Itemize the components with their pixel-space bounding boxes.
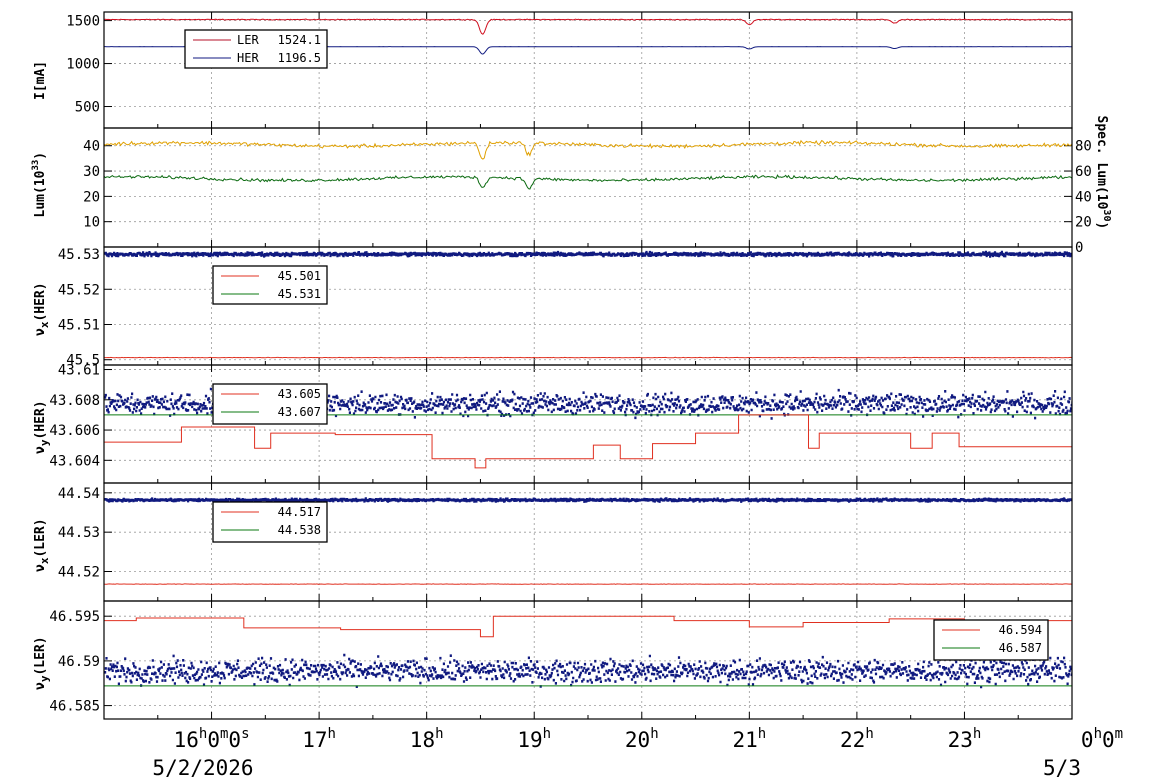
y-axis-label: νy(LER) (33, 636, 51, 690)
legend-box (212, 383, 328, 425)
legend: LER 1524.1 HER 1196.5 (184, 29, 328, 69)
y-tick-label: 10 (83, 215, 100, 231)
panel-luminosity: 10 20 30 40 0 20 40 60 80 Spec. Lum(1030) Lum(1033… (31, 116, 1112, 257)
series-step-line (104, 414, 1072, 469)
y-tick-label: 45.53 (58, 247, 100, 263)
series-line (104, 139, 1072, 160)
legend-value: 46.594 (999, 623, 1042, 637)
x-tick-label: 18h (410, 726, 444, 752)
series-step-line (104, 615, 1072, 638)
panel-frame (103, 600, 1073, 720)
series-scatter (104, 497, 1072, 503)
x-tick-label: 0h0m (1081, 726, 1123, 752)
y-tick-label: 30 (83, 164, 100, 180)
y-tick-label: 44.54 (58, 486, 100, 502)
y-axis-label: νx(LER) (33, 518, 51, 572)
x-tick-label: 23h (948, 726, 982, 752)
y-tick-label: 43.604 (49, 453, 100, 469)
y-tick-label: 40 (83, 139, 100, 155)
y-tick-label: 45.5 (66, 353, 100, 369)
panel-nux_her: 45.5 45.51 45.52 45.53 νx(HER) 45.501 45.531 (33, 246, 1073, 369)
series-line (104, 583, 1072, 585)
series-group (104, 139, 1072, 190)
x-tick-label: 20h (625, 726, 659, 752)
panel-current: 500 1000 1500 I[mA] LER 1524.1 HER 1196.5 (33, 11, 1073, 129)
series-scatter (104, 250, 1072, 258)
y-tick-label: 43.61 (58, 363, 100, 379)
y2-tick-label: 80 (1075, 139, 1092, 155)
y-tick-label: 45.51 (58, 317, 100, 333)
y2-tick-label: 60 (1075, 164, 1092, 180)
legend-value: 43.605 (278, 387, 321, 401)
legend-value: 1196.5 (278, 51, 321, 65)
legend-box (212, 501, 328, 543)
y-axis-label: νx(HER) (33, 282, 51, 336)
y2-tick-label: 20 (1075, 215, 1092, 231)
x-tick-label: 22h (840, 726, 874, 752)
x-tick-label: 19h (517, 726, 551, 752)
y-tick-label: 43.608 (49, 393, 100, 409)
legend-value: 46.587 (999, 641, 1042, 655)
series-line (104, 174, 1072, 190)
legend-value: 43.607 (278, 405, 321, 419)
panel-nux_ler: 44.52 44.53 44.54 νx(LER) 44.517 44.538 (33, 482, 1073, 602)
legend: 46.594 46.587 (933, 619, 1049, 661)
legend-value: 44.517 (278, 505, 321, 519)
x-tick-label: 17h (302, 726, 336, 752)
series-group (104, 497, 1072, 585)
y-tick-label: 46.59 (58, 654, 100, 670)
y-tick-label: 1000 (66, 57, 100, 73)
series-group (104, 250, 1072, 359)
y-tick-label: 43.606 (49, 423, 100, 439)
legend-value: 44.538 (278, 523, 321, 537)
legend: 44.517 44.538 (212, 501, 328, 543)
legend-value: 1524.1 (278, 33, 321, 47)
legend-box (933, 619, 1049, 661)
y-tick-label: 1500 (66, 14, 100, 30)
legend-box (212, 265, 328, 305)
y-tick-label: 45.52 (58, 282, 100, 298)
y-tick-label: 46.585 (49, 699, 100, 715)
y-tick-label: 44.52 (58, 565, 100, 581)
legend-value: 45.501 (278, 269, 321, 283)
legend-value: 45.531 (278, 287, 321, 301)
panel-nuy_ler: 46.585 46.59 46.595 νy(LER) 46.594 46.587 (33, 600, 1073, 720)
legend-box (184, 29, 328, 69)
y-tick-label: 500 (75, 100, 100, 116)
y-tick-label: 46.595 (49, 609, 100, 625)
legend-label: LER (237, 33, 259, 47)
date-label-left: 5/2/2026 (152, 756, 253, 780)
date-label-right: 5/3 (1043, 756, 1081, 780)
right-axis-label: Spec. Lum(1030) (1094, 116, 1112, 230)
series-scatter (104, 653, 1072, 689)
legend: 43.605 43.607 (212, 383, 328, 425)
panel-nuy_her: 43.60443.60643.60843.61νy(HER)43.60543.6… (33, 363, 1073, 484)
x-tick-label: 16h0m0s (174, 726, 250, 752)
series-line (104, 356, 1072, 359)
x-tick-label: 21h (732, 726, 766, 752)
y-axis-label: νy(HER) (33, 400, 51, 454)
y-tick-label: 20 (83, 189, 100, 205)
y-axis-label: Lum(1033) (31, 152, 48, 218)
legend-label: HER (237, 51, 259, 65)
series-group (104, 615, 1072, 689)
panel-frame (103, 246, 1073, 366)
series-line (104, 18, 1072, 35)
y-tick-label: 44.53 (58, 525, 100, 541)
legend: 45.501 45.531 (212, 265, 328, 305)
y2-tick-label: 40 (1075, 189, 1092, 205)
y2-tick-label: 0 (1075, 240, 1083, 256)
y-axis-label: I[mA] (33, 61, 48, 100)
